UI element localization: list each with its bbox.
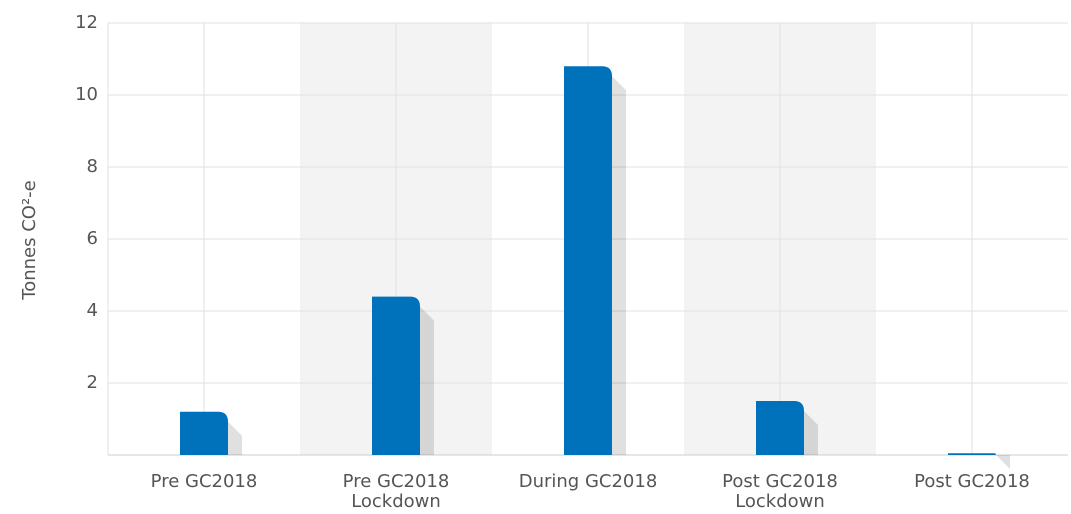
y-tick-label: 4 xyxy=(87,300,98,321)
bar-shadow xyxy=(804,411,818,455)
bar-shadow xyxy=(420,306,434,455)
y-tick-label: 10 xyxy=(75,84,98,105)
x-tick-label: Pre GC2018 xyxy=(151,471,258,492)
bar-shadow xyxy=(996,455,1010,469)
x-tick-label: Post GC2018 xyxy=(722,471,838,492)
x-tick-label: Lockdown xyxy=(351,491,441,512)
bar xyxy=(756,401,804,455)
bar-shadow xyxy=(228,421,242,455)
y-tick-label: 2 xyxy=(87,372,98,393)
x-tick-label: Lockdown xyxy=(735,491,825,512)
x-tick-label: Pre GC2018 xyxy=(343,471,450,492)
bar-shadow xyxy=(612,76,626,455)
bar xyxy=(372,296,420,455)
bar xyxy=(564,66,612,455)
bar xyxy=(948,453,996,455)
y-axis-label: Tonnes CO²-e xyxy=(19,180,40,300)
bar xyxy=(180,411,228,455)
y-tick-label: 6 xyxy=(87,228,98,249)
y-tick-label: 12 xyxy=(75,12,98,33)
x-tick-label: During GC2018 xyxy=(519,471,658,492)
x-tick-label: Post GC2018 xyxy=(914,471,1030,492)
y-tick-label: 8 xyxy=(87,156,98,177)
